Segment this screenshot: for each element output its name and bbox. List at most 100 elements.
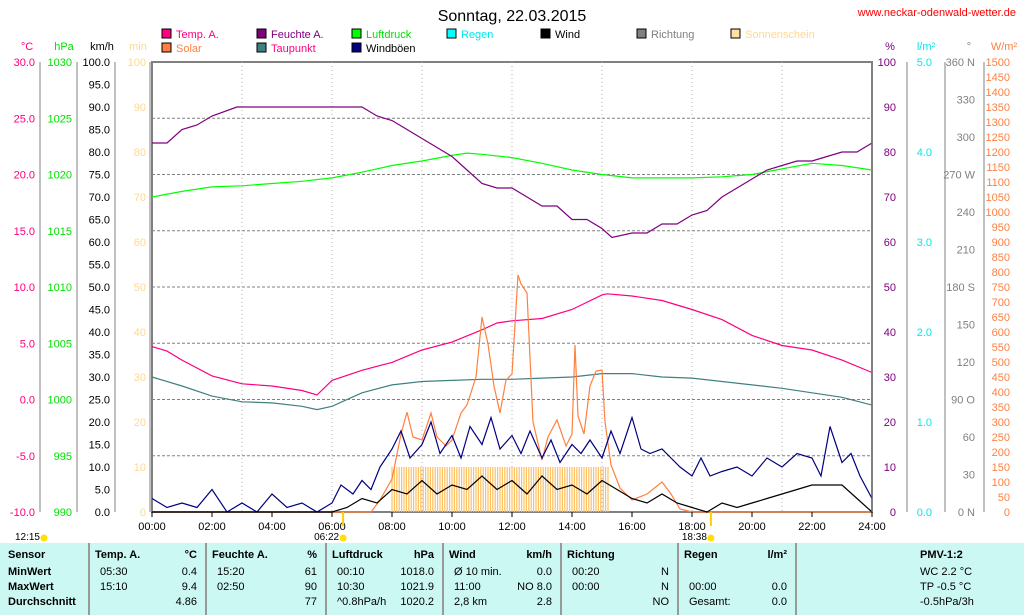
y-tick-label: 200 <box>992 447 1010 459</box>
cell-value: 0.0 <box>771 581 787 593</box>
y-tick-label: 1005 <box>48 338 72 350</box>
legend-swatch <box>446 28 457 39</box>
y-tick-label: 550 <box>992 342 1010 354</box>
y-tick-label: 360 N <box>946 57 975 69</box>
legend-swatch <box>636 28 647 39</box>
y-tick-label: 30.0 <box>14 57 35 69</box>
cell-value: 4.86 <box>175 596 197 608</box>
y-tick-label: 750 <box>992 282 1010 294</box>
x-tick-label: 08:00 <box>378 521 406 533</box>
sunset-time: 18:38 <box>682 532 707 543</box>
sun-marker-icon <box>40 534 48 542</box>
y-tick-label: 80 <box>884 147 896 159</box>
legend-swatch <box>730 28 741 39</box>
y-tick-label: 90 O <box>951 395 975 407</box>
y-tick-label: 800 <box>992 267 1010 279</box>
legend-item: Temp. A. <box>161 28 219 41</box>
y-tick-label: 1015 <box>48 226 72 238</box>
cell-value: 0.4 <box>181 566 197 578</box>
site-url[interactable]: www.neckar-odenwald-wetter.de <box>857 7 1016 19</box>
y-tick-label: 1400 <box>986 87 1010 99</box>
y-tick-label: 60.0 <box>89 237 110 249</box>
y-tick-label: 0.0 <box>95 507 110 519</box>
y-tick-label: 995 <box>54 451 72 463</box>
y-tick-label: 80 <box>134 147 146 159</box>
y-tick-label: 0 <box>890 507 896 519</box>
cell-value: 1021.9 <box>400 581 434 593</box>
y-tick-label: 2.0 <box>917 327 932 339</box>
cell-time: 15:20 <box>217 566 245 578</box>
y-tick-label: 1450 <box>986 72 1010 84</box>
cell-value: 9.4 <box>181 581 197 593</box>
sunrise-time: 06:22 <box>314 532 339 543</box>
y-tick-label: 5.0 <box>20 338 35 350</box>
y-tick-label: 75.0 <box>89 170 110 182</box>
column-head: Feuchte A. <box>212 549 268 561</box>
cell-value: 0.0 <box>771 596 787 608</box>
y-tick-label: 30 <box>963 470 975 482</box>
y-tick-label: 500 <box>992 357 1010 369</box>
legend-label: Feuchte A. <box>271 29 324 41</box>
y-tick-label: 100 <box>992 477 1010 489</box>
cell-value: NO <box>652 596 670 608</box>
y-tick-label: 0.0 <box>917 507 932 519</box>
y-tick-label: 1000 <box>48 395 72 407</box>
y-tick-label: 50 <box>998 492 1010 504</box>
cell-time: 15:10 <box>100 581 128 593</box>
y-tick-label: 100 <box>128 57 146 69</box>
y-tick-label: 4.0 <box>917 147 932 159</box>
y-tick-label: 0 <box>1004 507 1010 519</box>
y-tick-label: 900 <box>992 237 1010 249</box>
y-tick-label: 60 <box>884 237 896 249</box>
chart-title: Sonntag, 22.03.2015 <box>438 8 587 25</box>
y-tick-label: 55.0 <box>89 260 110 272</box>
legend-swatch <box>161 42 172 53</box>
y-tick-label: 0 N <box>958 507 975 519</box>
column-divider <box>442 543 444 615</box>
column-unit: °C <box>184 549 197 561</box>
y-tick-label: 400 <box>992 387 1010 399</box>
y-tick-label: 5.0 <box>917 57 932 69</box>
x-tick-label: 02:00 <box>198 521 226 533</box>
y-tick-label: 40 <box>134 327 146 339</box>
column-divider <box>677 543 679 615</box>
y-tick-label: 1100 <box>986 177 1010 189</box>
y-tick-label: 270 W <box>943 170 975 182</box>
cell-value: 2.8 <box>536 596 552 608</box>
y-tick-label: 250 <box>992 432 1010 444</box>
y-tick-label: 35.0 <box>89 350 110 362</box>
y-tick-label: 850 <box>992 252 1010 264</box>
cell-time: 05:30 <box>100 566 128 578</box>
legend-label: Sonnenschein <box>745 29 815 41</box>
y-tick-label: 15.0 <box>89 440 110 452</box>
y-tick-label: 1.0 <box>917 417 932 429</box>
legend-item: Solar <box>161 42 202 55</box>
y-tick-label: 350 <box>992 402 1010 414</box>
x-tick-label: 22:00 <box>798 521 826 533</box>
y-tick-label: 1150 <box>986 162 1010 174</box>
y-tick-label: -10.0 <box>10 507 35 519</box>
y-tick-label: 100 <box>878 57 896 69</box>
y-tick-label: 5.0 <box>95 485 110 497</box>
series-temp-a- <box>151 293 873 396</box>
y-tick-label: 10 <box>134 462 146 474</box>
y-axis-unit: min <box>129 41 147 53</box>
cell-time: Gesamt: <box>689 596 731 608</box>
y-tick-label: 30 <box>884 372 896 384</box>
y-tick-label: 1020 <box>48 170 72 182</box>
series-wind <box>152 475 873 513</box>
column-head: Temp. A. <box>95 549 141 561</box>
cell-value: 77 <box>304 596 317 608</box>
y-tick-label: 10 <box>884 462 896 474</box>
pmv-value: WC 2.2 °C <box>920 566 973 578</box>
x-tick-label: 18:00 <box>678 521 706 533</box>
legend-item: Richtung <box>636 28 694 41</box>
cell-time: 10:30 <box>337 581 365 593</box>
y-tick-label: 10.0 <box>14 282 35 294</box>
y-axis-unit: km/h <box>90 41 114 53</box>
legend-swatch <box>256 28 267 39</box>
y-tick-label: 300 <box>957 132 975 144</box>
sun-marker-icon <box>339 534 347 542</box>
y-tick-label: 30.0 <box>89 372 110 384</box>
column-unit: l/m² <box>767 549 787 561</box>
